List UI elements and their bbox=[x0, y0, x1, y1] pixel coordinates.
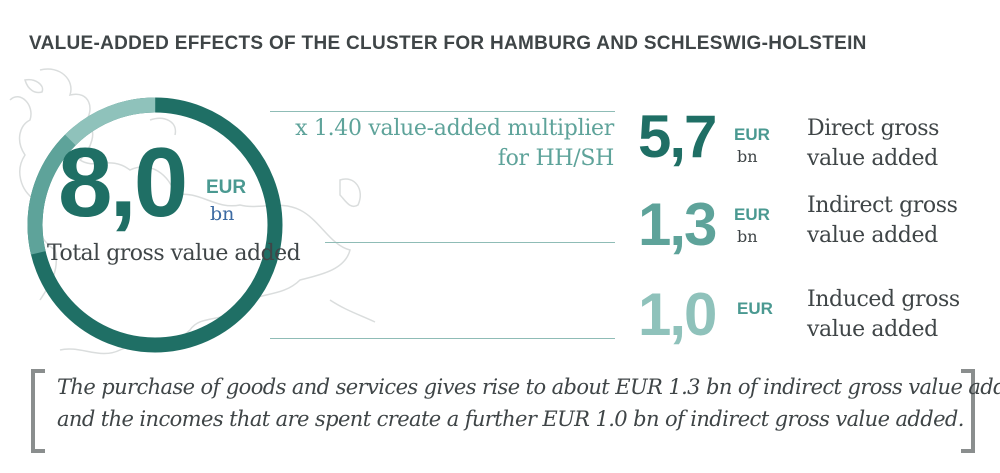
indirect-unit: EUR bbox=[734, 205, 770, 224]
divider-direct bbox=[270, 111, 615, 112]
multiplier-line-1: x 1.40 value-added multiplier bbox=[295, 116, 614, 141]
total-value: 8,0 bbox=[58, 127, 188, 237]
quote-line-2: and the incomes that are spent create a … bbox=[57, 407, 964, 431]
direct-unit: EUR bbox=[734, 125, 770, 144]
quote-line-1: The purchase of goods and services gives… bbox=[57, 375, 1000, 399]
page-title: VALUE-ADDED EFFECTS OF THE CLUSTER FOR H… bbox=[29, 33, 867, 54]
direct-value: 5,7 bbox=[638, 103, 717, 170]
divider-indirect bbox=[325, 242, 615, 243]
ring-indirect-segment bbox=[27, 97, 283, 353]
indirect-scale: bn bbox=[737, 227, 758, 246]
induced-label: Induced gross value added bbox=[807, 285, 960, 345]
induced-label-line-1: Induced gross bbox=[807, 287, 960, 312]
total-ring bbox=[27, 97, 283, 353]
indirect-label: Indirect gross value added bbox=[807, 191, 958, 251]
map-outline bbox=[9, 68, 376, 355]
direct-label-line-2: value added bbox=[807, 146, 938, 171]
induced-value: 1,0 bbox=[638, 281, 717, 348]
quote-text: The purchase of goods and services gives… bbox=[57, 371, 1000, 435]
total-label: Total gross value added bbox=[47, 241, 301, 266]
multiplier-text: x 1.40 value-added multiplier for HH/SH bbox=[295, 114, 614, 174]
divider-induced bbox=[270, 338, 615, 339]
total-unit: EUR bbox=[206, 177, 247, 198]
ring-induced-segment bbox=[27, 97, 283, 353]
indirect-value: 1,3 bbox=[638, 191, 717, 258]
induced-label-line-2: value added bbox=[807, 317, 938, 342]
quote-bracket-right bbox=[961, 369, 975, 453]
induced-unit: EUR bbox=[737, 299, 773, 318]
direct-scale: bn bbox=[737, 147, 758, 166]
multiplier-line-2: for HH/SH bbox=[497, 146, 615, 171]
indirect-label-line-1: Indirect gross bbox=[807, 193, 958, 218]
direct-label: Direct gross value added bbox=[807, 114, 939, 174]
total-scale: bn bbox=[210, 203, 235, 225]
direct-label-line-1: Direct gross bbox=[807, 116, 939, 141]
indirect-label-line-2: value added bbox=[807, 223, 938, 248]
quote-bracket-left bbox=[31, 369, 45, 453]
